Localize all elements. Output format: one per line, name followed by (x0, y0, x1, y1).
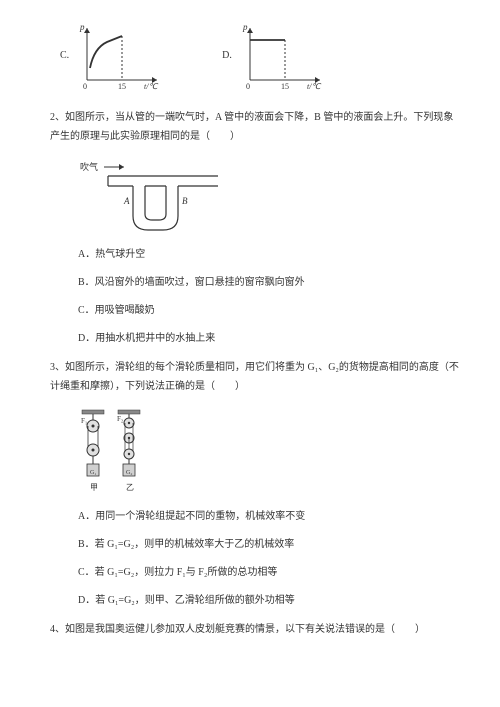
q2-opt-b: B．风沿窗外的墙面吹过，窗口悬挂的窗帘飘向窗外 (78, 274, 460, 292)
pulley-jia-label: 甲 (90, 483, 98, 492)
graph-d-xtick: 15 (281, 82, 289, 90)
graph-c: C. p 0 15 t/℃ (60, 20, 172, 90)
graph-d-xaxis: t/℃ (307, 82, 321, 90)
graph-d-yaxis: p (242, 22, 248, 32)
svg-text:G₁: G₁ (90, 470, 96, 476)
q3-stem: 3、如图所示，滑轮组的每个滑轮质量相同，用它们将重为 G₁、G₂的货物提高相同的… (50, 358, 460, 396)
q3-opt-d: D．若 G₁=G₂，则甲、乙滑轮组所做的额外功相等 (78, 592, 460, 610)
graph-c-xtick: 15 (118, 82, 126, 90)
u-tube-svg: 吹气 A B (78, 158, 228, 236)
pulley-yi-label: 乙 (126, 483, 134, 492)
q3-diagram: F₁ G₁ 甲 F₂ G₂ 乙 (78, 408, 460, 498)
q3-opt-a: A．用同一个滑轮组提起不同的重物，机械效率不变 (78, 508, 460, 526)
blow-label: 吹气 (80, 161, 98, 172)
graph-d-svg: p 0 15 t/℃ (235, 20, 335, 90)
tube-b-label: B (182, 196, 188, 206)
graph-d-origin: 0 (246, 82, 250, 90)
svg-text:F₂: F₂ (117, 415, 124, 423)
svg-text:F₁: F₁ (81, 417, 87, 425)
q4-stem: 4、如图是我国奥运健儿参加双人皮划艇竞赛的情景，以下有关说法错误的是（ ） (50, 620, 460, 639)
graph-d-label: D. (222, 47, 232, 65)
graph-c-xaxis: t/℃ (144, 82, 158, 90)
q2-stem: 2、如图所示，当从管的一端吹气时，A 管中的液面会下降，B 管中的液面会上升。下… (50, 108, 460, 146)
graph-c-yaxis: p (79, 22, 85, 32)
q2-opt-a: A．热气球升空 (78, 246, 460, 264)
q2-opt-c: C．用吸管喝酸奶 (78, 302, 460, 320)
graph-c-label: C. (60, 47, 69, 65)
q2-diagram: 吹气 A B (78, 158, 460, 236)
graph-d: D. p 0 15 t/℃ (222, 20, 335, 90)
q3-opt-c: C．若 G₁=G₂，则拉力 F₁与 F₂所做的总功相等 (78, 564, 460, 582)
tube-a-label: A (123, 196, 130, 206)
q3-opt-b: B．若 G₁=G₂，则甲的机械效率大于乙的机械效率 (78, 536, 460, 554)
graph-c-svg: p 0 15 t/℃ (72, 20, 172, 90)
graph-c-origin: 0 (83, 82, 87, 90)
graph-row: C. p 0 15 t/℃ D. p 0 15 t/℃ (60, 20, 460, 90)
svg-text:G₂: G₂ (126, 470, 132, 476)
pulley-svg: F₁ G₁ 甲 F₂ G₂ 乙 (78, 408, 148, 498)
q2-opt-d: D．用抽水机把井中的水抽上来 (78, 330, 460, 348)
